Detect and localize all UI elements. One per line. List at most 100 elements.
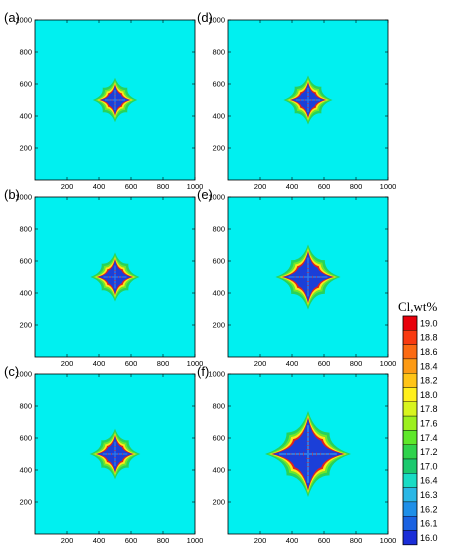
colorbar-tick-label: 16.0 (420, 533, 438, 543)
x-tick-label: 200 (254, 182, 267, 191)
x-tick-label: 1000 (380, 536, 397, 545)
x-tick-label: 1000 (187, 359, 204, 368)
y-tick-label: 1000 (208, 193, 225, 202)
x-tick-label: 800 (350, 359, 363, 368)
colorbar-cell (402, 501, 418, 517)
colorbar-tick-label: 18.8 (420, 333, 438, 343)
colorbar-cell (402, 530, 418, 546)
colorbar-tick-label: 16.2 (420, 504, 438, 514)
y-tick-label: 1000 (15, 370, 32, 379)
y-tick-label: 1000 (208, 16, 225, 25)
colorbar-tick-label: 18.4 (420, 361, 438, 371)
colorbar-cell (402, 373, 418, 388)
colorbar-tick-label: 17.4 (420, 433, 438, 443)
colorbar-tick-label: 18.0 (420, 390, 438, 400)
x-tick-label: 400 (286, 536, 299, 545)
x-tick-label: 200 (61, 359, 74, 368)
y-tick-label: 800 (212, 225, 225, 234)
x-tick-label: 200 (61, 536, 74, 545)
colorbar-frame (402, 315, 418, 546)
y-tick-label: 600 (212, 80, 225, 89)
x-tick-label: 600 (125, 359, 138, 368)
colorbar-cell (402, 473, 418, 488)
y-tick-label: 400 (212, 289, 225, 298)
arm-vertical (114, 441, 116, 467)
x-tick-label: 1000 (380, 359, 397, 368)
y-tick-label: 200 (212, 498, 225, 507)
x-tick-label: 800 (157, 359, 170, 368)
colorbar-tick-label: 17.2 (420, 447, 438, 457)
x-tick-label: 400 (93, 182, 106, 191)
y-tick-label: 800 (212, 48, 225, 57)
x-tick-label: 800 (350, 536, 363, 545)
colorbar-cell (402, 330, 418, 345)
y-tick-label: 400 (212, 466, 225, 475)
y-tick-label: 200 (212, 144, 225, 153)
colorbar-tick-label: 16.4 (420, 476, 438, 486)
colorbar-tick-label: 19.0 (420, 318, 438, 328)
colorbar-cell (402, 358, 418, 374)
y-tick-label: 600 (212, 434, 225, 443)
arm-vertical (307, 425, 309, 483)
y-tick-label: 400 (212, 112, 225, 121)
y-tick-label: 200 (19, 321, 32, 330)
arm-vertical (307, 257, 309, 297)
colorbar-tick-label: 17.6 (420, 418, 438, 428)
y-tick-label: 200 (212, 321, 225, 330)
arm-vertical (307, 87, 309, 113)
x-tick-label: 600 (318, 182, 331, 191)
y-tick-label: 400 (19, 289, 32, 298)
colorbar-title: Cl,wt% (398, 299, 438, 314)
panel-label: (d) (197, 10, 213, 25)
x-tick-label: 1000 (380, 182, 397, 191)
y-tick-label: 1000 (208, 370, 225, 379)
plot-frame (34, 19, 196, 181)
colorbar-tick-label: 16.3 (420, 490, 438, 500)
colorbar: Cl,wt% 19.0 18.8 18.6 18.4 18.2 18.0 17.8 17.6 1… (398, 299, 438, 546)
colorbar-cell (402, 344, 418, 360)
x-tick-label: 600 (125, 182, 138, 191)
x-tick-label: 400 (286, 182, 299, 191)
y-tick-label: 600 (212, 257, 225, 266)
colorbar-tick-label: 17.0 (420, 461, 438, 471)
arm-vertical (114, 89, 116, 111)
x-tick-label: 200 (254, 536, 267, 545)
y-tick-label: 200 (19, 144, 32, 153)
x-tick-label: 400 (286, 359, 299, 368)
plot-frame (227, 19, 389, 181)
y-tick-label: 200 (19, 498, 32, 507)
x-tick-label: 800 (350, 182, 363, 191)
colorbar-cell (402, 387, 418, 403)
colorbar-tick-label: 18.6 (420, 347, 438, 357)
panel-label: (e) (197, 187, 213, 202)
panel-label: (b) (4, 187, 20, 202)
y-tick-label: 800 (212, 402, 225, 411)
x-tick-label: 600 (125, 536, 138, 545)
colorbar-tick-label: 18.2 (420, 376, 438, 386)
x-tick-label: 800 (157, 182, 170, 191)
plot-frame (227, 373, 389, 535)
arm-vertical (114, 265, 116, 289)
y-tick-label: 1000 (15, 16, 32, 25)
y-tick-label: 800 (19, 48, 32, 57)
plot-frame (227, 196, 389, 358)
x-tick-label: 1000 (187, 536, 204, 545)
panel-label: (c) (4, 364, 19, 379)
colorbar-cell (402, 444, 418, 460)
colorbar-tick-label: 17.8 (420, 404, 438, 414)
y-tick-label: 600 (19, 80, 32, 89)
y-tick-label: 800 (19, 225, 32, 234)
colorbar-cell (402, 516, 418, 531)
colorbar-cell (402, 415, 418, 431)
y-tick-label: 400 (19, 112, 32, 121)
x-tick-label: 400 (93, 359, 106, 368)
colorbar-cell (402, 315, 418, 331)
y-tick-label: 800 (19, 402, 32, 411)
colorbar-tick-label: 16.1 (420, 519, 438, 529)
panel-label: (a) (4, 10, 20, 25)
colorbar-cell (402, 401, 418, 417)
